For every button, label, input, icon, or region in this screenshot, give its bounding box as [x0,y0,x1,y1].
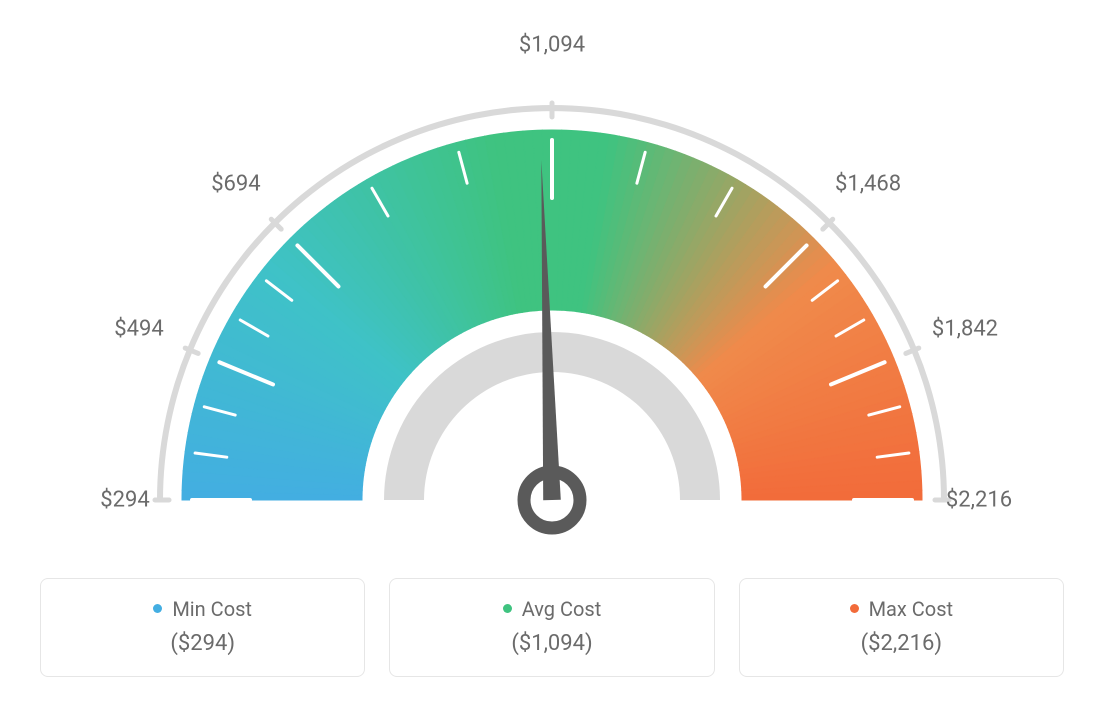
dot-icon [503,604,512,613]
legend-value-min: ($294) [51,631,354,656]
legend-card-max: Max Cost ($2,216) [739,578,1064,677]
legend-title-min: Min Cost [51,597,354,621]
legend-card-avg: Avg Cost ($1,094) [389,578,714,677]
legend-title-max: Max Cost [750,597,1053,621]
legend-value-max: ($2,216) [750,631,1053,656]
dot-icon [153,604,162,613]
gauge-svg [40,30,1064,550]
legend-title-text: Avg Cost [522,597,602,621]
gauge-tick-label: $494 [114,316,163,341]
gauge-tick-label: $1,842 [932,316,998,341]
gauge-tick-label: $2,216 [946,488,1012,513]
dot-icon [850,604,859,613]
cost-gauge-chart: $294 $494 $694 $1,094 $1,468 $1,842 $2,216 Min… [40,30,1064,677]
legend-title-text: Min Cost [172,597,252,621]
gauge-area: $294 $494 $694 $1,094 $1,468 $1,842 $2,216 [40,30,1064,550]
legend-title-avg: Avg Cost [400,597,703,621]
legend-value-avg: ($1,094) [400,631,703,656]
gauge-tick-label: $694 [211,171,260,196]
gauge-tick-label: $294 [100,488,149,513]
legend-card-min: Min Cost ($294) [40,578,365,677]
legend-row: Min Cost ($294) Avg Cost ($1,094) Max Co… [40,578,1064,677]
gauge-tick-label: $1,094 [519,33,585,58]
gauge-tick-label: $1,468 [835,171,901,196]
legend-title-text: Max Cost [869,597,954,621]
